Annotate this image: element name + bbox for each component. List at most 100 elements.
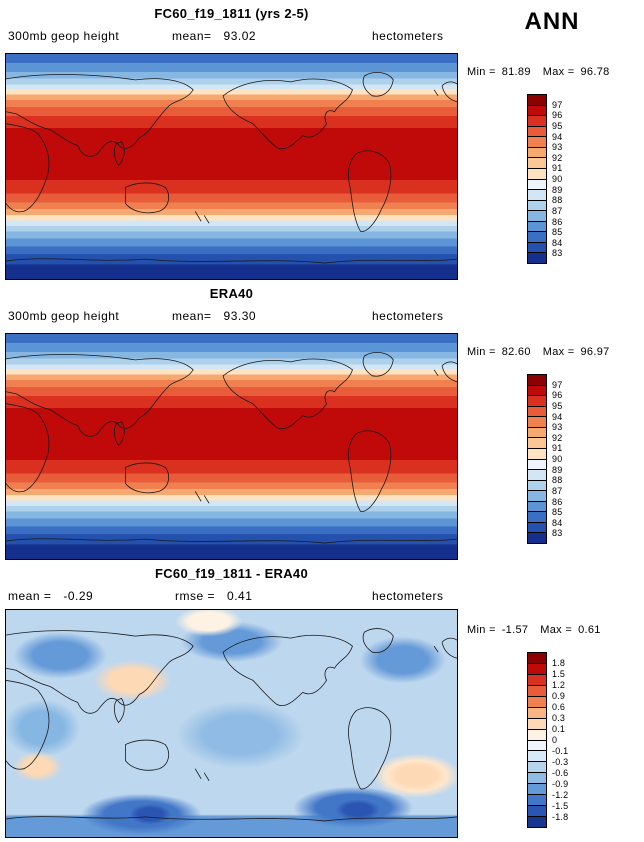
colorbar-swatch bbox=[528, 674, 546, 686]
colorbar-swatch bbox=[528, 137, 546, 148]
colorbar-tick-label: 95 bbox=[552, 400, 563, 411]
colorbar-swatch bbox=[528, 95, 546, 106]
max-label: Max = bbox=[542, 346, 575, 358]
colorbar-swatch bbox=[528, 685, 546, 697]
panel-era40-units-label: hectometers bbox=[372, 309, 444, 323]
panel-diff-mean: mean = -0.29 bbox=[8, 589, 93, 603]
colorbar-tick-label: -1.5 bbox=[552, 801, 569, 811]
mean-label: mean= bbox=[172, 309, 212, 323]
map-diff bbox=[5, 609, 458, 838]
colorbar-tick-label: 88 bbox=[552, 195, 563, 206]
colorbar-tick-label: 84 bbox=[552, 517, 563, 528]
panel-era40-mean: mean= 93.30 bbox=[172, 309, 256, 323]
colorbar-swatch bbox=[528, 795, 546, 807]
colorbar-tick-label: 1.8 bbox=[552, 658, 566, 668]
colorbar-swatch bbox=[528, 773, 546, 785]
colorbar-swatch bbox=[528, 168, 546, 180]
colorbar-model-swatches bbox=[527, 94, 547, 264]
colorbar-swatch bbox=[528, 480, 546, 492]
colorbar-tick-label: 0.9 bbox=[552, 691, 566, 701]
colorbar-swatch bbox=[528, 253, 546, 263]
season-label: ANN bbox=[524, 8, 580, 35]
colorbar-tick-label: 92 bbox=[552, 432, 563, 443]
panel-diff-title: FC60_f19_1811 - ERA40 bbox=[154, 566, 308, 581]
colorbar-model-ticks: 97 96 95 94 93 92 91 90 89 88 87 86 85 84 83 bbox=[552, 94, 592, 264]
mean-value: 93.30 bbox=[223, 309, 257, 323]
colorbar-diff-swatches bbox=[527, 652, 547, 828]
colorbar-tick-label: 90 bbox=[552, 174, 563, 184]
colorbar-swatch bbox=[528, 751, 546, 763]
colorbar-tick-label: -1.2 bbox=[552, 790, 569, 800]
colorbar-swatch bbox=[528, 147, 546, 159]
colorbar-tick-label: 86 bbox=[552, 216, 563, 227]
colorbar-tick-label: -1.8 bbox=[552, 812, 569, 822]
colorbar-swatch bbox=[528, 190, 546, 201]
min-label: Min = bbox=[467, 66, 496, 78]
colorbar-tick-label: -0.6 bbox=[552, 768, 569, 778]
colorbar-tick-label: 85 bbox=[552, 227, 563, 238]
colorbar-swatch bbox=[528, 522, 546, 534]
panel-era40-minmax: Min = 82.60 Max = 96.97 bbox=[467, 346, 610, 358]
colorbar-tick-label: 97 bbox=[552, 99, 563, 110]
panel-diff-rmse: rmse = 0.41 bbox=[175, 589, 252, 603]
coastlines-overlay bbox=[6, 72, 457, 264]
colorbar-swatch bbox=[528, 707, 546, 719]
colorbar-swatch bbox=[528, 375, 546, 386]
colorbar-tick-label: 96 bbox=[552, 110, 563, 121]
panel-model-title: FC60_f19_1811 (yrs 2-5) bbox=[154, 6, 309, 21]
colorbar-swatch bbox=[528, 501, 546, 513]
colorbar-tick-label: 83 bbox=[552, 248, 563, 259]
colorbar-tick-label: 93 bbox=[552, 142, 563, 153]
colorbar-tick-label: 86 bbox=[552, 496, 563, 507]
colorbar-swatch bbox=[528, 491, 546, 502]
colorbar-diff: 1.8 1.5 1.2 0.9 0.6 0.3 0.1 0 -0.1 -0.3 -0.6 -0.9 -1… bbox=[527, 652, 597, 828]
min-value: -1.57 bbox=[501, 624, 529, 636]
colorbar-swatch bbox=[528, 470, 546, 481]
min-label: Min = bbox=[467, 346, 496, 358]
panel-era40-field-label: 300mb geop height bbox=[8, 309, 120, 323]
colorbar-swatch bbox=[528, 784, 546, 796]
colorbar-swatch bbox=[528, 406, 546, 418]
colorbar-swatch bbox=[528, 126, 546, 138]
colorbar-swatch bbox=[528, 533, 546, 543]
colorbar-era40-ticks: 97 96 95 94 93 92 91 90 89 88 87 86 85 84 83 bbox=[552, 374, 592, 544]
colorbar-tick-label: 87 bbox=[552, 205, 563, 216]
colorbar-diff-ticks: 1.8 1.5 1.2 0.9 0.6 0.3 0.1 0 -0.1 -0.3 -0.6 -0.9 -1… bbox=[552, 652, 592, 828]
colorbar-swatch bbox=[528, 232, 546, 243]
colorbar-tick-label: 90 bbox=[552, 454, 563, 464]
panel-model-units-label: hectometers bbox=[372, 29, 444, 43]
panel-model-minmax: Min = 81.89 Max = 96.78 bbox=[467, 66, 610, 78]
colorbar-tick-label: 85 bbox=[552, 507, 563, 518]
colorbar-tick-label: 88 bbox=[552, 475, 563, 486]
colorbar-tick-label: 1.5 bbox=[552, 669, 566, 679]
max-value: 96.97 bbox=[580, 346, 610, 358]
colorbar-swatch bbox=[528, 459, 546, 471]
colorbar-tick-label: 89 bbox=[552, 464, 563, 475]
panel-model-field-label: 300mb geop height bbox=[8, 29, 120, 43]
colorbar-swatch bbox=[528, 806, 546, 818]
colorbar-tick-label: -0.9 bbox=[552, 779, 569, 789]
coastlines-overlay bbox=[6, 352, 457, 544]
colorbar-tick-label: 91 bbox=[552, 163, 563, 174]
min-value: 81.89 bbox=[501, 66, 531, 78]
colorbar-tick-label: 94 bbox=[552, 131, 563, 142]
colorbar-tick-label: 0 bbox=[552, 735, 558, 745]
colorbar-swatch bbox=[528, 663, 546, 675]
colorbar-swatch bbox=[528, 179, 546, 191]
colorbar-swatch bbox=[528, 696, 546, 708]
mean-value: -0.29 bbox=[63, 589, 94, 603]
colorbar-tick-label: 95 bbox=[552, 120, 563, 131]
colorbar-tick-label: 94 bbox=[552, 411, 563, 422]
max-label: Max = bbox=[542, 66, 575, 78]
max-label: Max = bbox=[540, 624, 573, 636]
colorbar-swatch bbox=[528, 417, 546, 428]
max-value: 0.61 bbox=[578, 624, 601, 636]
colorbar-tick-label: 97 bbox=[552, 379, 563, 390]
colorbar-swatch bbox=[528, 396, 546, 407]
colorbar-tick-label: -0.3 bbox=[552, 757, 569, 767]
colorbar-swatch bbox=[528, 116, 546, 127]
colorbar-tick-label: 0.6 bbox=[552, 702, 566, 712]
colorbar-swatch bbox=[528, 448, 546, 460]
map-model bbox=[5, 53, 458, 280]
